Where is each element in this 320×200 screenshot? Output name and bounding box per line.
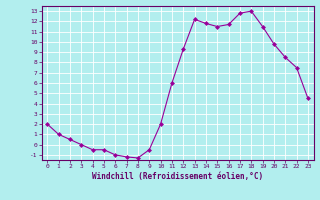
X-axis label: Windchill (Refroidissement éolien,°C): Windchill (Refroidissement éolien,°C) xyxy=(92,172,263,181)
